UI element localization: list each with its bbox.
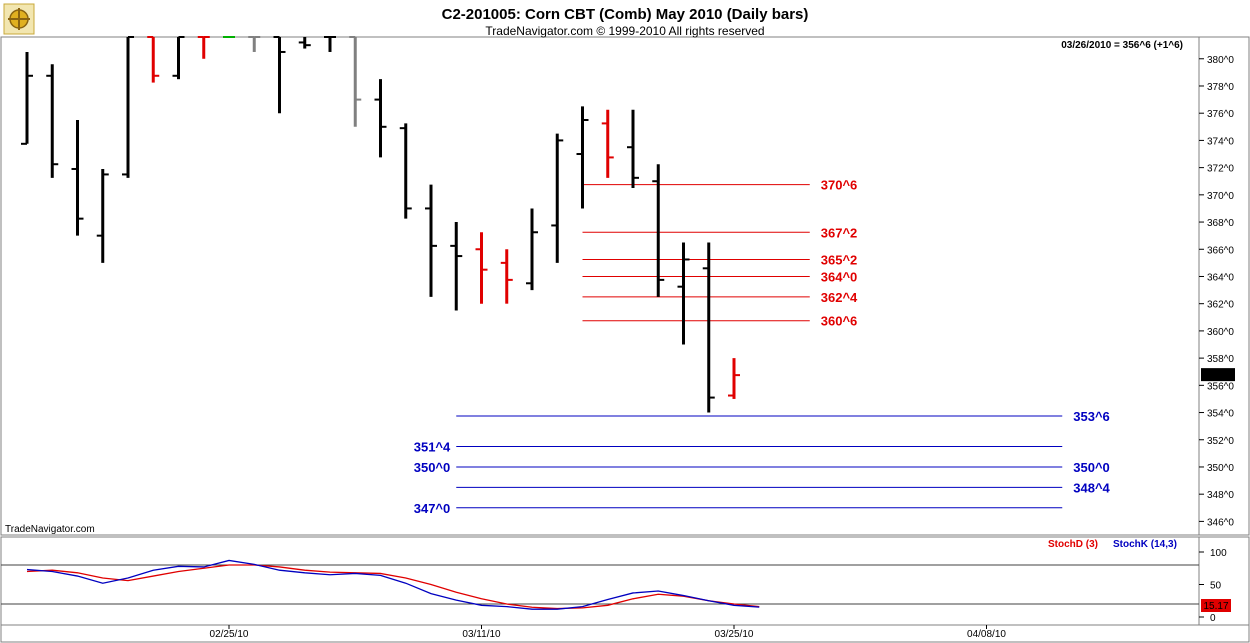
price-levels: 370^6 367^2 365^2 364^0 362^4 360^6 353^6 351^4… <box>414 178 1111 516</box>
price-bar <box>677 242 690 345</box>
price-tick-label: 364^0 <box>1207 272 1234 283</box>
stochastic-series-line <box>26 559 760 610</box>
chart-subtitle: TradeNavigator.com © 1999-2010 All right… <box>485 24 764 38</box>
price-tick-label: 372^0 <box>1207 164 1234 175</box>
price-tick-label: 358^0 <box>1207 354 1234 365</box>
chart-title: C2-201005: Corn CBT (Comb) May 2010 (Dai… <box>442 6 809 23</box>
price-bar <box>96 168 109 263</box>
level-label: 350^0 <box>1073 460 1110 475</box>
price-tick-label: 366^0 <box>1207 245 1234 256</box>
price-bar <box>652 164 665 297</box>
stochastic-tick-label: 100 <box>1210 548 1227 559</box>
price-bar <box>500 249 513 304</box>
price-bar <box>248 36 261 52</box>
price-tick-label: 362^0 <box>1207 300 1234 311</box>
stochastic-pane <box>0 536 1200 626</box>
date-axis <box>0 624 1250 643</box>
stochastic-lines <box>26 559 760 610</box>
price-bar <box>702 242 715 413</box>
price-tick-label: 350^0 <box>1207 463 1234 474</box>
level-label: 367^2 <box>821 225 858 240</box>
price-bar <box>728 358 740 399</box>
price-tick-label: 348^0 <box>1207 490 1234 501</box>
price-bar <box>197 36 210 59</box>
price-tick-label: 374^0 <box>1207 136 1234 147</box>
price-bar <box>71 120 84 236</box>
price-bar <box>324 36 336 52</box>
date-tick-label: 02/25/10 <box>210 629 249 640</box>
stochastic-ref-lines <box>1 564 1199 605</box>
price-tick-label: 380^0 <box>1207 55 1234 66</box>
price-bar <box>46 64 59 178</box>
date-axis-ticks: 02/25/10 03/11/10 03/25/10 04/08/10 <box>210 625 1006 640</box>
price-readout: 03/26/2010 = 356^6 (+1^6) <box>1061 40 1183 51</box>
price-bar <box>273 36 286 114</box>
last-price-label: 356^6 <box>1205 371 1232 382</box>
legend-stochk: StochK (14,3) <box>1113 539 1177 550</box>
level-label: 364^0 <box>821 269 858 284</box>
stochastic-tick-label: 50 <box>1210 581 1222 592</box>
price-bar <box>576 106 589 209</box>
watermark: TradeNavigator.com <box>5 524 95 535</box>
price-tick-label: 376^0 <box>1207 109 1234 120</box>
level-label: 347^0 <box>414 501 451 516</box>
level-label: 360^6 <box>821 314 858 329</box>
level-label: 370^6 <box>821 178 858 193</box>
price-bar <box>298 37 311 49</box>
price-bar <box>601 109 614 178</box>
stochastic-axis-ticks: 100 50 0 <box>1199 548 1227 624</box>
tradenavigator-logo-icon[interactable] <box>3 3 35 35</box>
price-bar <box>627 109 639 189</box>
date-tick-label: 03/11/10 <box>462 629 501 640</box>
price-bars <box>21 36 740 413</box>
price-tick-label: 368^0 <box>1207 218 1234 229</box>
level-label: 365^2 <box>821 252 858 267</box>
price-axis <box>1198 36 1250 536</box>
date-tick-label: 03/25/10 <box>715 629 754 640</box>
stochastic-series-line <box>26 564 760 610</box>
price-pane <box>0 36 1200 536</box>
price-bar <box>147 36 160 83</box>
price-bar <box>475 232 488 304</box>
price-bar <box>172 36 185 80</box>
last-price-flag: 356^6 <box>1201 368 1235 382</box>
level-label: 350^0 <box>414 460 451 475</box>
price-tick-label: 346^0 <box>1207 517 1234 528</box>
level-label: 353^6 <box>1073 409 1110 424</box>
price-tick-label: 352^0 <box>1207 436 1234 447</box>
price-tick-label: 378^0 <box>1207 82 1234 93</box>
stochastic-last-label: 15.17 <box>1203 601 1228 612</box>
price-bar <box>450 222 463 311</box>
price-bar <box>122 36 134 178</box>
stochastic-tick-label: 0 <box>1210 613 1216 624</box>
price-bar <box>399 123 412 219</box>
price-tick-label: 360^0 <box>1207 327 1234 338</box>
price-bar <box>551 133 564 263</box>
legend-stochd: StochD (3) <box>1048 539 1098 550</box>
level-label: 348^4 <box>1073 480 1110 495</box>
price-tick-label: 354^0 <box>1207 409 1234 420</box>
price-tick-label: 356^0 <box>1207 381 1234 392</box>
price-axis-ticks: 380^0 378^0 376^0 374^0 372^0 370^0 368^0 366^0… <box>1199 55 1234 528</box>
price-tick-label: 370^0 <box>1207 191 1234 202</box>
price-bar <box>526 208 538 291</box>
level-label: 362^4 <box>821 290 858 305</box>
price-bar <box>425 184 437 297</box>
price-bar <box>374 79 387 158</box>
stochastic-last-flag: 15.17 <box>1201 599 1231 612</box>
level-label: 351^4 <box>414 440 451 455</box>
date-tick-label: 04/08/10 <box>967 629 1006 640</box>
price-bar <box>21 51 33 145</box>
price-bar <box>349 36 362 127</box>
